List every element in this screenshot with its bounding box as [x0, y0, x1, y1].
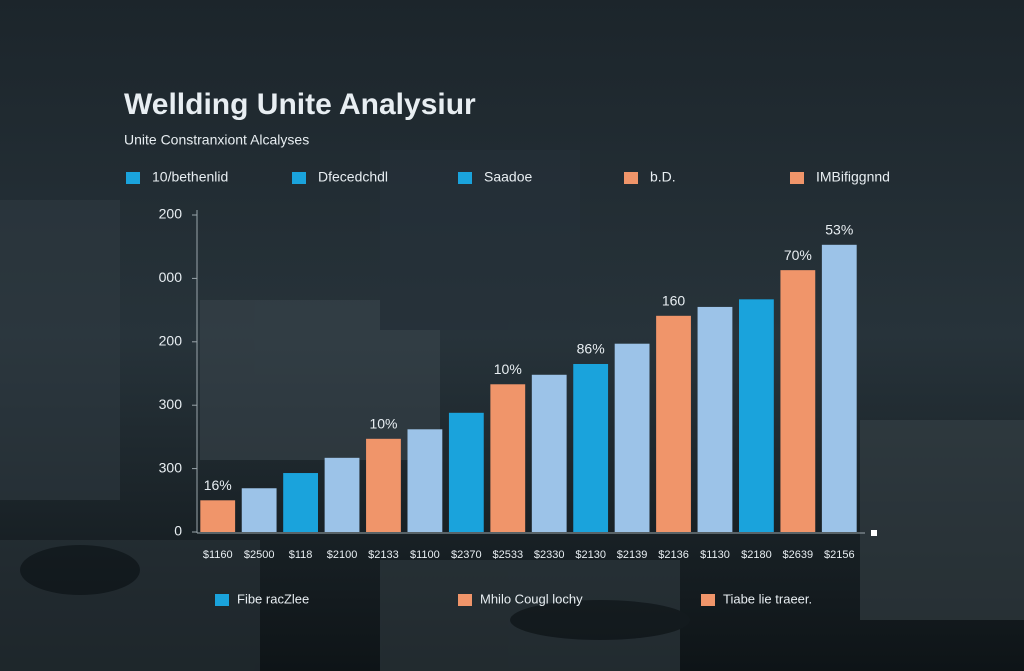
bar [573, 363, 609, 532]
x-tick-label: $2370 [451, 549, 482, 561]
legend-swatch [458, 172, 472, 184]
x-tick-label: $2130 [575, 549, 606, 561]
annotation: 70% [784, 247, 812, 263]
legend-label: Dfecedchdl [318, 169, 388, 185]
bar [531, 374, 567, 532]
bar [324, 457, 360, 532]
x-tick-label: $2100 [327, 549, 358, 561]
bar [656, 315, 691, 532]
annotation: 10% [369, 416, 397, 432]
x-tick-label: $2330 [534, 549, 565, 561]
legend-swatch [790, 172, 804, 184]
legend-swatch [624, 172, 638, 184]
legend-swatch [126, 172, 140, 184]
bar [821, 244, 857, 532]
legend-label: Mhilo Cougl lochy [480, 591, 583, 606]
bar [366, 438, 401, 532]
bar [448, 412, 484, 532]
x-tick-label: $2139 [617, 549, 648, 561]
x-tick-label: $1160 [203, 549, 233, 561]
x-tick-label: $2639 [783, 549, 814, 561]
y-tick-label: 200 [159, 206, 183, 222]
annotation: 16% [204, 477, 232, 493]
annotation: 160 [662, 293, 686, 309]
y-tick-label: 200 [159, 333, 183, 349]
x-tick-label: $1100 [410, 549, 440, 561]
axis-end-marker [871, 530, 877, 536]
legend-swatch [292, 172, 306, 184]
annotation: 10% [494, 361, 522, 377]
bar [739, 299, 774, 532]
legend-label: b.D. [650, 169, 676, 185]
y-tick-label: 000 [159, 269, 183, 285]
legend-swatch [215, 594, 229, 606]
legend-label: IMBifiggnnd [816, 169, 890, 185]
annotation: 53% [825, 222, 853, 238]
chart-subtitle: Unite Constranxiont Alcalyses [124, 132, 309, 148]
x-tick-label: $2180 [741, 549, 772, 561]
bar [697, 306, 733, 532]
bar [407, 429, 443, 532]
x-tick-label: $118 [289, 549, 313, 561]
y-tick-label: 300 [159, 396, 183, 412]
chart-title: Wellding Unite Analysiur [124, 88, 476, 121]
bar [780, 270, 816, 532]
x-tick-label: $2156 [824, 549, 855, 561]
bar [241, 488, 277, 532]
y-tick-label: 0 [174, 523, 182, 539]
y-tick-label: 300 [159, 459, 183, 475]
legend-label: 10/bethenlid [152, 169, 228, 185]
legend-swatch [458, 594, 472, 606]
x-tick-label: $2533 [492, 549, 523, 561]
annotation: 86% [577, 341, 605, 357]
x-tick-label: $1130 [700, 549, 730, 561]
x-tick-label: $2500 [244, 549, 275, 561]
bar [200, 500, 236, 532]
bar [490, 384, 526, 532]
bar [283, 473, 318, 532]
legend-label: Saadoe [484, 169, 532, 185]
legend-swatch [701, 594, 715, 606]
x-tick-label: $2133 [368, 549, 399, 561]
legend-label: Tiabe lie traeer. [723, 591, 812, 606]
x-tick-label: $2136 [658, 549, 689, 561]
bar [614, 343, 650, 532]
legend-label: Fibe racZlee [237, 591, 309, 606]
